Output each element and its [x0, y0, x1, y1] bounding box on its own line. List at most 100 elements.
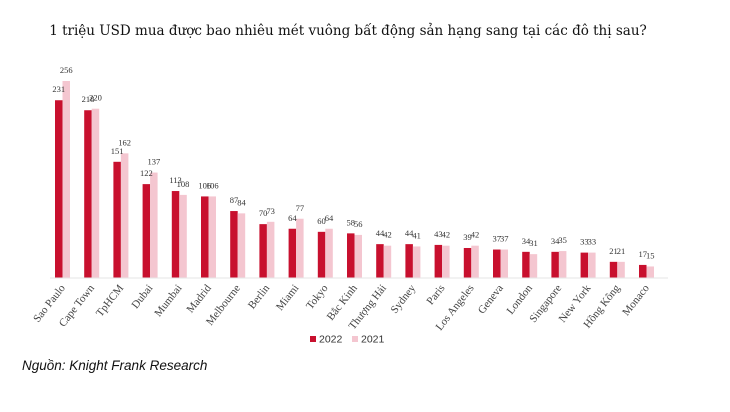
bar-miami-2021	[296, 218, 304, 278]
bar-cape-town-2021	[91, 108, 100, 278]
value-label-thuong-hai-2022: 44	[376, 228, 385, 238]
value-label-paris-2022: 43	[434, 229, 443, 239]
value-label-sao-paulo-2022: 231	[52, 84, 65, 94]
legend-swatch-2021	[352, 336, 358, 342]
bar-tokyo-2021	[325, 228, 333, 278]
bar-cape-town-2022	[84, 110, 92, 279]
value-label-tokyo-2022: 60	[317, 216, 326, 226]
category-label-monaco: Monaco	[620, 282, 652, 318]
bar-los-angeles-2022	[463, 247, 472, 278]
bar-mumbai-2022	[171, 191, 180, 278]
bar-dubai-2022	[142, 184, 151, 278]
bar-geneva-2021	[500, 249, 508, 278]
value-label-dubai-2022: 122	[140, 168, 153, 178]
value-label-los-angeles-2021: 42	[471, 230, 480, 240]
bar-tphcm-2022	[113, 161, 121, 278]
bar-sao-paulo-2022	[55, 100, 63, 279]
category-label-geneva: Geneva	[476, 282, 506, 316]
value-label-melbourne-2022: 87	[230, 195, 239, 205]
bar-sao-paulo-2021	[62, 81, 70, 278]
value-label-los-angeles-2022: 39	[463, 232, 472, 242]
value-label-thuong-hai-2021: 42	[383, 230, 392, 240]
category-label-tphcm: TpHCM	[94, 282, 127, 319]
bar-hong-kong-2022	[609, 261, 618, 278]
category-label-dubai: Dubai	[129, 282, 155, 311]
bar-mumbai-2021	[179, 194, 187, 278]
value-label-sydney-2021: 41	[412, 230, 421, 240]
bar-london-2022	[522, 251, 530, 278]
legend-label-2022: 2022	[319, 334, 343, 346]
value-label-bac-kinh-2021: 56	[354, 219, 363, 229]
value-label-sydney-2022: 44	[405, 228, 414, 238]
value-label-hong-kong-2022: 21	[609, 246, 618, 256]
value-label-tokyo-2021: 64	[325, 213, 334, 223]
bar-new-york-2022	[580, 252, 589, 278]
bar-tokyo-2022	[317, 231, 326, 278]
value-label-berlin-2022: 70	[259, 208, 268, 218]
value-label-tphcm-2021: 162	[118, 137, 131, 147]
value-label-madrid-2021: 106	[206, 180, 219, 190]
value-label-berlin-2021: 73	[266, 206, 275, 216]
category-label-london: London	[505, 282, 536, 317]
value-label-hong-kong-2021: 21	[617, 246, 626, 256]
bar-monaco-2021	[646, 266, 654, 278]
category-label-miami: Miami	[274, 282, 302, 313]
bar-paris-2021	[442, 245, 450, 278]
value-label-bac-kinh-2022: 58	[347, 217, 356, 227]
value-label-cape-town-2021: 220	[89, 93, 102, 103]
bar-tphcm-2021	[120, 153, 129, 278]
source-note: Nguồn: Knight Frank Research	[22, 358, 208, 373]
legend-label-2021: 2021	[361, 334, 385, 346]
value-label-london-2022: 34	[522, 236, 531, 246]
category-label-sydney: Sydney	[388, 282, 418, 316]
category-label-berlin: Berlin	[246, 282, 273, 311]
category-label-mumbai: Mumbai	[152, 282, 184, 319]
bar-melbourne-2021	[237, 213, 246, 278]
value-label-sao-paulo-2021: 256	[60, 65, 73, 75]
category-label-tokyo: Tokyo	[304, 282, 331, 312]
bar-bac-kinh-2022	[347, 233, 355, 278]
value-label-london-2021: 31	[529, 238, 538, 248]
value-label-madrid-2022: 106	[198, 180, 211, 190]
value-label-melbourne-2021: 84	[237, 197, 246, 207]
bar-berlin-2022	[259, 224, 267, 278]
value-label-monaco-2022: 17	[639, 249, 648, 259]
value-label-geneva-2021: 37	[500, 234, 509, 244]
bar-geneva-2022	[493, 249, 501, 278]
value-label-mumbai-2021: 108	[177, 179, 190, 189]
value-label-cape-town-2022: 218	[82, 94, 95, 104]
category-label-paris: Paris	[424, 282, 447, 307]
value-label-dubai-2021: 137	[147, 157, 160, 167]
value-label-paris-2021: 42	[442, 230, 451, 240]
bar-paris-2022	[434, 244, 443, 278]
value-label-geneva-2022: 37	[493, 234, 502, 244]
chart-title: 1 triệu USD mua được bao nhiêu mét vuông…	[49, 23, 647, 39]
value-label-miami-2021: 77	[296, 203, 305, 213]
bar-dubai-2021	[150, 172, 158, 278]
bar-new-york-2021	[588, 252, 596, 278]
bar-singapore-2022	[551, 251, 559, 278]
bar-sydney-2021	[412, 246, 421, 278]
bar-singapore-2021	[558, 251, 567, 278]
bar-berlin-2021	[266, 221, 275, 278]
bar-thuong-hai-2022	[376, 244, 384, 278]
value-label-miami-2022: 64	[288, 213, 297, 223]
legend-swatch-2022	[310, 336, 316, 342]
bar-los-angeles-2021	[471, 245, 479, 278]
bar-bac-kinh-2021	[354, 234, 362, 278]
legend: 2022 2021	[310, 334, 385, 346]
value-label-new-york-2022: 33	[580, 237, 589, 247]
bar-madrid-2022	[201, 196, 209, 278]
value-label-singapore-2021: 35	[558, 235, 567, 245]
bar-miami-2022	[288, 228, 297, 278]
category-label-madrid: Madrid	[184, 282, 214, 315]
bar-madrid-2021	[208, 196, 216, 278]
value-label-new-york-2021: 33	[588, 237, 597, 247]
bar-thuong-hai-2021	[383, 245, 392, 278]
value-label-monaco-2021: 15	[646, 250, 655, 260]
bars-group	[55, 81, 654, 279]
value-label-mumbai-2022: 113	[169, 175, 181, 185]
bar-london-2021	[529, 254, 538, 278]
